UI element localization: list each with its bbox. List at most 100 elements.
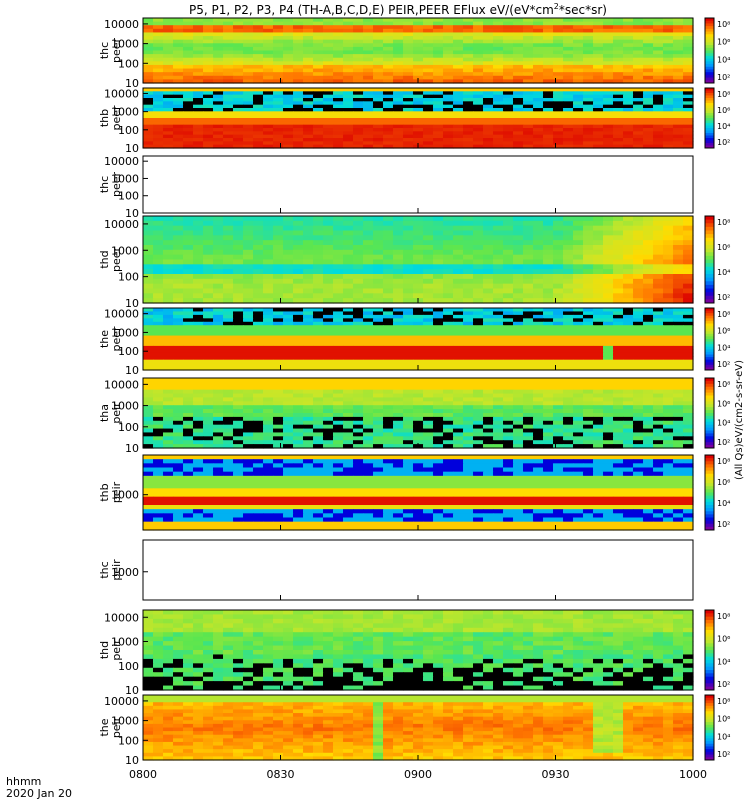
- heatmap-cell: [193, 114, 204, 119]
- heatmap-cell: [653, 240, 664, 246]
- heatmap-cell: [613, 432, 624, 437]
- heatmap-cell: [513, 416, 524, 422]
- heatmap-cell: [683, 88, 694, 92]
- heatmap-cell: [213, 321, 224, 326]
- heatmap-cell: [423, 264, 434, 270]
- heatmap-cell: [253, 405, 264, 410]
- heatmap-cell: [493, 381, 504, 387]
- heatmap-cell: [203, 36, 214, 41]
- heatmap-cell: [543, 321, 554, 326]
- heatmap-cell: [533, 405, 544, 410]
- heatmap-cell: [483, 274, 494, 280]
- heatmap-cell: [283, 359, 294, 364]
- heatmap-cell: [433, 72, 444, 77]
- heatmap-cell: [673, 88, 684, 92]
- colorbar-step: [705, 26, 714, 30]
- heatmap-cell: [323, 325, 334, 330]
- heatmap-cell: [203, 50, 214, 55]
- y-tick-label: 1000: [111, 244, 139, 257]
- heatmap-cell: [683, 432, 694, 437]
- heatmap-cell: [273, 413, 284, 418]
- heatmap-cell: [603, 332, 614, 337]
- heatmap-cell: [443, 61, 454, 66]
- heatmap-cell: [583, 332, 594, 337]
- heatmap-cell: [283, 98, 294, 102]
- heatmap-cell: [263, 54, 274, 59]
- heatmap-cell: [183, 75, 194, 80]
- heatmap-cell: [503, 363, 514, 368]
- heatmap-cell: [643, 72, 654, 77]
- heatmap-cell: [563, 366, 574, 371]
- heatmap-cell: [293, 57, 304, 62]
- heatmap-cell: [563, 144, 574, 149]
- heatmap-cell: [263, 359, 274, 364]
- heatmap-cell: [663, 25, 674, 30]
- heatmap-cell: [213, 254, 224, 261]
- heatmap-cell: [363, 46, 374, 52]
- heatmap-cell: [333, 288, 344, 294]
- heatmap-cell: [393, 118, 404, 122]
- heatmap-cell: [593, 114, 604, 119]
- heatmap-cell: [233, 385, 244, 391]
- heatmap-cell: [203, 88, 214, 92]
- heatmap-cell: [493, 134, 504, 139]
- heatmap-cell: [253, 18, 264, 23]
- heatmap-cell: [363, 21, 374, 26]
- heatmap-cell: [163, 235, 174, 241]
- heatmap-cell: [633, 75, 644, 80]
- heatmap-cell: [583, 381, 594, 387]
- heatmap-cell: [143, 420, 154, 426]
- heatmap-cell: [223, 339, 234, 344]
- heatmap-cell: [683, 131, 694, 136]
- heatmap-cell: [363, 264, 374, 270]
- heatmap-cell: [663, 269, 674, 275]
- heatmap-cell: [213, 366, 224, 371]
- heatmap-cell: [153, 68, 164, 73]
- heatmap-cell: [493, 111, 504, 116]
- heatmap-cell: [273, 424, 284, 430]
- heatmap-cell: [233, 88, 244, 92]
- heatmap-cell: [213, 128, 224, 132]
- heatmap-cell: [673, 114, 684, 119]
- heatmap-cell: [263, 325, 274, 330]
- heatmap-cell: [423, 420, 434, 426]
- heatmap-cell: [343, 308, 354, 313]
- heatmap-cell: [473, 144, 484, 149]
- heatmap-cell: [343, 254, 354, 261]
- heatmap-cell: [493, 325, 504, 330]
- heatmap-cell: [313, 235, 324, 241]
- heatmap-cell: [533, 225, 544, 232]
- heatmap-cell: [463, 118, 474, 122]
- heatmap-cell: [663, 50, 674, 55]
- heatmap-cell: [493, 420, 504, 426]
- heatmap-cell: [333, 134, 344, 139]
- heatmap-cell: [443, 389, 454, 395]
- heatmap-cell: [193, 131, 204, 136]
- heatmap-cell: [263, 385, 274, 391]
- heatmap-cell: [273, 278, 284, 285]
- heatmap-cell: [233, 36, 244, 41]
- heatmap-cell: [463, 342, 474, 347]
- heatmap-cell: [273, 332, 284, 337]
- heatmap-cell: [403, 21, 414, 26]
- heatmap-cell: [313, 288, 324, 294]
- heatmap-cell: [373, 216, 384, 222]
- heatmap-cell: [533, 79, 544, 84]
- heatmap-cell: [173, 225, 184, 232]
- heatmap-cell: [653, 46, 664, 52]
- heatmap-cell: [343, 245, 354, 251]
- heatmap-cell: [513, 121, 524, 126]
- heatmap-cell: [323, 118, 334, 122]
- heatmap-cell: [343, 18, 354, 23]
- heatmap-cell: [163, 345, 174, 350]
- colorbar-step: [705, 326, 714, 330]
- heatmap-cell: [623, 308, 634, 313]
- colorbar-step: [705, 266, 714, 271]
- heatmap-cell: [463, 240, 474, 246]
- heatmap-cell: [333, 385, 344, 391]
- heatmap-cell: [643, 88, 654, 92]
- heatmap-cell: [583, 264, 594, 270]
- heatmap-cell: [213, 101, 224, 106]
- heatmap-cell: [403, 308, 414, 313]
- heatmap-cell: [323, 363, 334, 368]
